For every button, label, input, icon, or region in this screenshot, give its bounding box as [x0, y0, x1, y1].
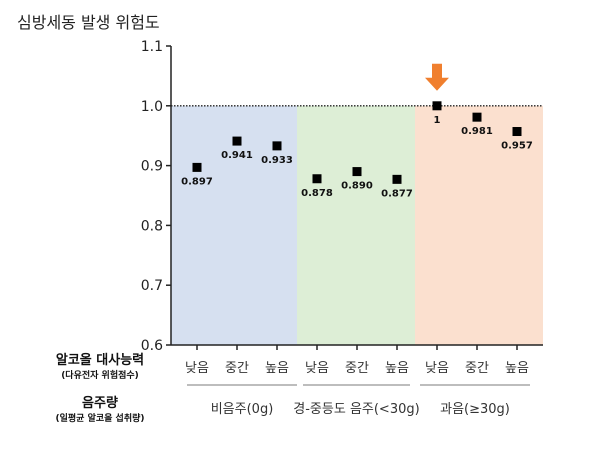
data-label: 0.957 — [501, 141, 533, 152]
group-label-2: 과음(≥30g) — [440, 402, 510, 417]
data-point — [352, 167, 362, 177]
group-region-1 — [297, 105, 415, 345]
x-tick-label: 낮음 — [305, 361, 329, 376]
data-label: 0.941 — [221, 150, 253, 161]
x-tick-label: 낮음 — [185, 361, 209, 376]
data-label: 1 — [434, 115, 441, 126]
y-tick-label: 0.6 — [141, 338, 163, 354]
row-label-metabolism: 알코올 대사능력 (다유전자 위험점수) — [56, 352, 144, 381]
y-tick-label: 1.1 — [141, 39, 163, 55]
row-label-intake: 음주량 (일평균 알코올 섭취량) — [55, 395, 144, 424]
data-label: 0.933 — [261, 155, 293, 166]
y-tick-label: 0.9 — [141, 159, 163, 175]
chart-title: 심방세동 발생 위험도 — [17, 13, 160, 32]
intake-title: 음주량 — [82, 395, 118, 411]
intake-subtitle: (일평균 알코올 섭취량) — [55, 412, 144, 424]
y-tick-label: 0.8 — [141, 218, 163, 234]
x-tick-label: 중간 — [225, 361, 249, 376]
metabolism-title: 알코올 대사능력 — [56, 352, 144, 368]
data-label: 0.890 — [341, 181, 373, 192]
arrow-down-icon — [425, 63, 449, 91]
data-point — [272, 141, 282, 151]
data-point — [472, 112, 482, 122]
group-label-1: 경-중등도 음주(<30g) — [293, 402, 419, 417]
x-tick-label: 높음 — [505, 361, 529, 376]
x-tick-label: 높음 — [265, 361, 289, 376]
group-label-0: 비음주(0g) — [211, 402, 274, 417]
metabolism-subtitle: (다유전자 위험점수) — [61, 369, 139, 381]
x-tick-label: 중간 — [465, 361, 489, 376]
data-label: 0.877 — [381, 188, 413, 199]
data-label: 0.897 — [181, 176, 213, 187]
data-point — [192, 162, 202, 172]
x-tick-label: 중간 — [345, 361, 369, 376]
x-tick-label: 낮음 — [425, 361, 449, 376]
y-tick-label: 1.0 — [141, 99, 163, 115]
data-label: 0.878 — [301, 188, 333, 199]
x-tick-label: 높음 — [385, 361, 409, 376]
data-label: 0.981 — [461, 126, 493, 137]
data-point — [312, 174, 322, 184]
data-point — [392, 174, 402, 184]
data-point — [232, 136, 242, 146]
data-point — [432, 101, 442, 111]
group-region-2 — [415, 105, 543, 345]
y-tick-label: 0.7 — [141, 278, 163, 294]
data-point — [512, 127, 522, 137]
